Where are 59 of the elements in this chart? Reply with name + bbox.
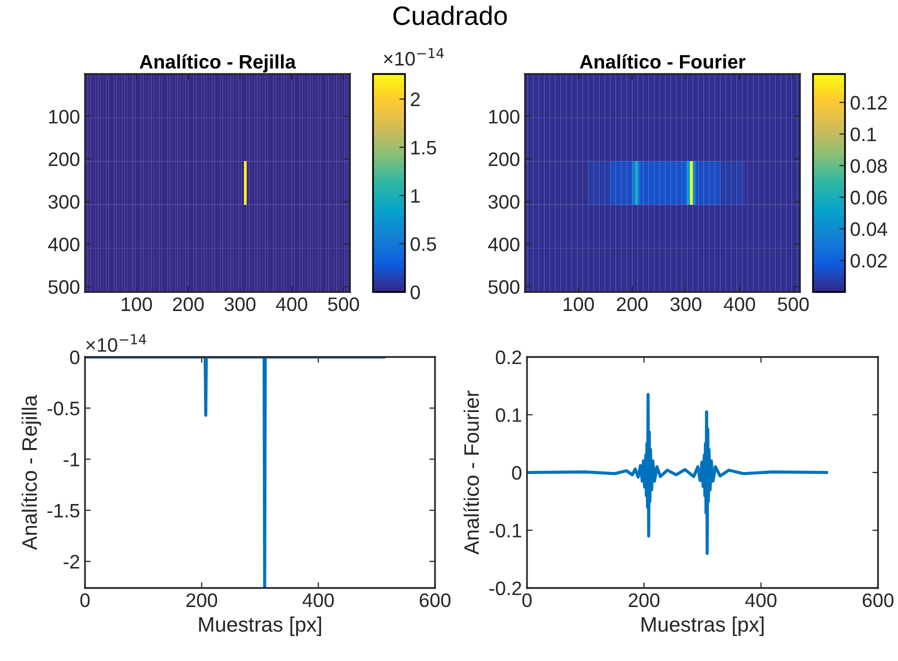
x-tick-label: 0: [522, 593, 532, 608]
y-tick-label: 0: [512, 466, 522, 480]
y-axis-title: Analítico - Rejilla: [21, 394, 42, 550]
x-tick-label: 300: [670, 297, 702, 312]
x-tick-label: 400: [276, 297, 308, 312]
x-tick-label: 500: [778, 297, 809, 312]
x-tick-label: 500: [328, 297, 359, 312]
y-tick-label: -1: [64, 452, 80, 466]
x-tick-label: 100: [564, 297, 594, 312]
x-axis-title: Muestras [px]: [199, 616, 322, 636]
color-bar-label: 0.04: [850, 222, 888, 236]
x-tick-label: 400: [745, 593, 776, 608]
color-bar-label: 0.12: [850, 96, 887, 110]
y-tick-label: 500: [488, 280, 520, 294]
y-tick-label: 100: [489, 110, 520, 124]
y-tick-label: 400: [48, 238, 80, 252]
x-tick-label: 300: [224, 297, 256, 312]
text: Cuadrado: [393, 6, 507, 26]
y-tick-label: 200: [488, 152, 520, 166]
y-axis-title: Analítico - Fourier: [463, 390, 479, 555]
color-bar-label: 0.02: [850, 254, 887, 268]
color-bar-label: 0.08: [850, 159, 887, 173]
x-tick-label: 200: [628, 593, 660, 608]
y-tick-label: -0.2: [490, 581, 522, 596]
y-tick-label: 100: [49, 110, 80, 124]
text: ×10$^{−14}$: [384, 48, 444, 66]
y-tick-label: 0: [70, 350, 80, 364]
x-tick-label: 200: [173, 297, 204, 312]
y-tick-label: 500: [48, 280, 80, 294]
y-tick-label: 300: [48, 194, 80, 209]
line-series: [527, 393, 828, 555]
x-tick-label: 0: [80, 593, 90, 608]
color-bar-label: 1: [411, 189, 420, 203]
color-bar-label: 0.06: [850, 190, 887, 204]
y-tick-label: -1.5: [48, 504, 80, 518]
y-tick-label: 0.1: [496, 408, 522, 422]
y-tick-label: 0.2: [496, 350, 522, 364]
chart-title: Analítico - Fourier: [580, 54, 746, 69]
x-tick-label: 400: [724, 297, 756, 312]
color-bar-label: 0.1: [850, 127, 876, 142]
color-bar-label: 0: [410, 285, 420, 300]
x-tick-label: 400: [302, 593, 334, 608]
color-bar-label: 2: [410, 92, 420, 106]
y-tick-label: 400: [488, 238, 520, 252]
y-tick-label: -0.1: [490, 524, 522, 538]
x-tick-label: 100: [122, 297, 152, 312]
text: ×10$^{−14}$: [86, 334, 146, 352]
x-tick-label: 200: [616, 297, 648, 312]
y-tick-label: -0.5: [48, 402, 80, 416]
y-tick-label: -2: [64, 554, 80, 568]
chart-title: Analítico - Rejilla: [140, 54, 296, 72]
y-tick-label: 200: [48, 152, 80, 166]
x-axis-title: Muestras [px]: [642, 616, 764, 636]
x-tick-label: 600: [862, 593, 894, 608]
color-bar-label: 1.5: [411, 140, 436, 155]
x-tick-label: 200: [186, 593, 218, 608]
color-bar-label: 0.5: [410, 237, 436, 252]
y-tick-label: 300: [488, 194, 520, 209]
x-tick-label: 600: [420, 593, 450, 608]
